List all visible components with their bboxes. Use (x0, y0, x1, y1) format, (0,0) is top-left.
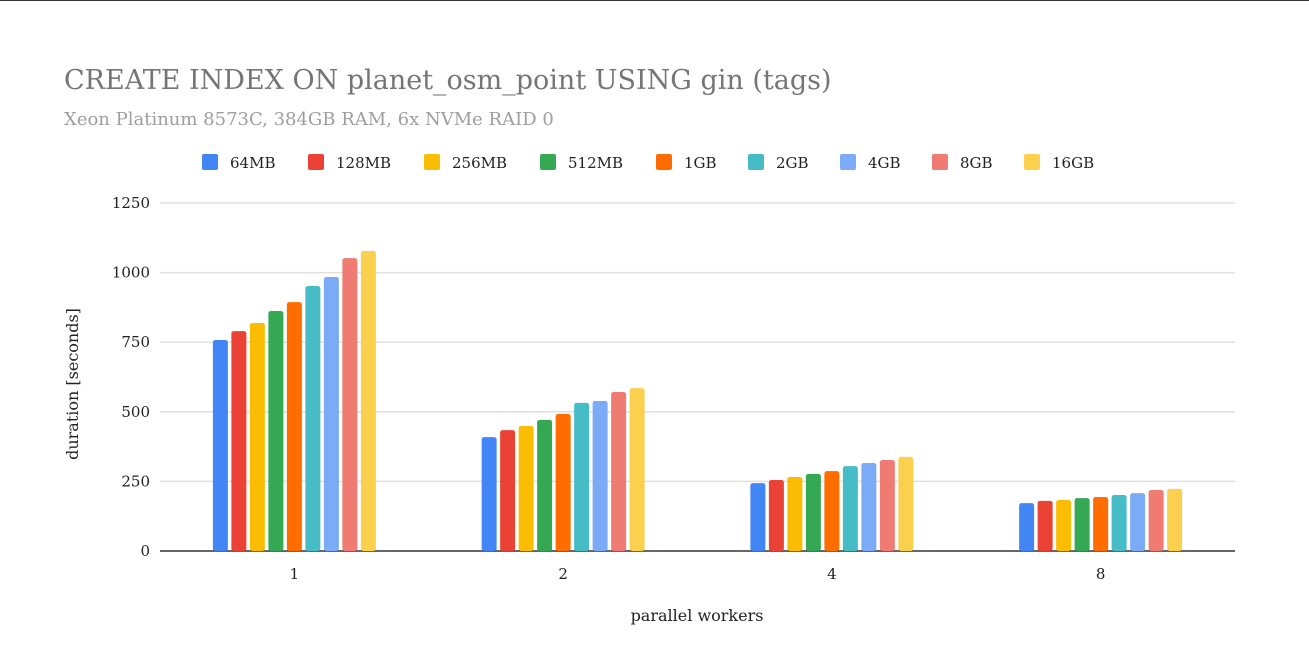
bar-256MB-4 (787, 476, 803, 551)
bar-2GB-4 (842, 466, 858, 551)
bar-4GB-2 (592, 400, 608, 551)
bar-64MB-2 (481, 437, 497, 551)
y-tick-label: 750 (121, 333, 150, 351)
bar-8GB-1 (342, 258, 358, 551)
bar-64MB-1 (212, 339, 228, 551)
legend-swatch-2GB (748, 154, 764, 170)
legend-label-2GB: 2GB (776, 154, 809, 172)
bar-512MB-2 (537, 419, 553, 551)
bar-1GB-8 (1093, 496, 1109, 551)
chart-title: CREATE INDEX ON planet_osm_point USING g… (64, 65, 832, 96)
bar-128MB-8 (1037, 500, 1053, 551)
legend-swatch-64MB (202, 154, 218, 170)
bar-8GB-2 (611, 392, 627, 551)
bar-1GB-4 (824, 471, 840, 551)
legend-swatch-256MB (424, 154, 440, 170)
bar-4GB-8 (1130, 493, 1146, 551)
bar-4GB-4 (861, 463, 877, 551)
legend-label-512MB: 512MB (568, 154, 623, 172)
y-tick-label: 1000 (112, 264, 150, 282)
bar-2GB-8 (1111, 495, 1127, 551)
x-tick-label: 4 (827, 565, 837, 583)
bar-256MB-1 (249, 322, 265, 551)
legend-label-128MB: 128MB (336, 154, 391, 172)
legend-swatch-16GB (1024, 154, 1040, 170)
y-tick-label: 500 (121, 403, 150, 421)
bar-16GB-2 (629, 388, 645, 551)
bar-2GB-2 (574, 402, 590, 551)
bar-8GB-4 (879, 459, 895, 551)
bar-256MB-8 (1056, 500, 1072, 551)
bar-2GB-1 (305, 285, 321, 551)
legend-label-256MB: 256MB (452, 154, 507, 172)
y-axis-title: duration [seconds] (63, 308, 82, 460)
x-tick-label: 2 (558, 565, 568, 583)
legend-label-16GB: 16GB (1052, 154, 1094, 172)
bar-256MB-2 (518, 425, 534, 551)
legend-label-1GB: 1GB (684, 154, 717, 172)
x-tick-label: 8 (1096, 565, 1106, 583)
bar-1GB-1 (286, 302, 302, 551)
x-axis-title: parallel workers (631, 606, 764, 625)
legend-swatch-8GB (932, 154, 948, 170)
legend-label-64MB: 64MB (230, 154, 275, 172)
x-tick-label: 1 (290, 565, 300, 583)
bar-16GB-4 (898, 456, 914, 551)
legend-label-8GB: 8GB (960, 154, 993, 172)
legend-swatch-128MB (308, 154, 324, 170)
legend-swatch-512MB (540, 154, 556, 170)
bar-16GB-8 (1167, 488, 1183, 551)
legend-swatch-1GB (656, 154, 672, 170)
bar-4GB-1 (323, 277, 339, 551)
bar-64MB-4 (750, 483, 766, 551)
bar-8GB-8 (1148, 490, 1164, 551)
bar-128MB-1 (231, 331, 247, 551)
y-tick-label: 250 (121, 472, 150, 490)
bar-64MB-8 (1019, 503, 1035, 551)
bar-512MB-1 (268, 311, 284, 551)
bar-128MB-4 (768, 480, 784, 551)
bar-128MB-2 (500, 430, 516, 551)
chart-subtitle: Xeon Platinum 8573C, 384GB RAM, 6x NVMe … (64, 109, 554, 130)
bar-512MB-8 (1074, 498, 1090, 551)
bar-16GB-1 (360, 250, 376, 551)
y-tick-label: 0 (140, 542, 150, 560)
bar-512MB-4 (805, 473, 821, 551)
legend-swatch-4GB (840, 154, 856, 170)
y-tick-label: 1250 (112, 194, 150, 212)
bar-1GB-2 (555, 414, 571, 551)
legend-label-4GB: 4GB (868, 154, 901, 172)
